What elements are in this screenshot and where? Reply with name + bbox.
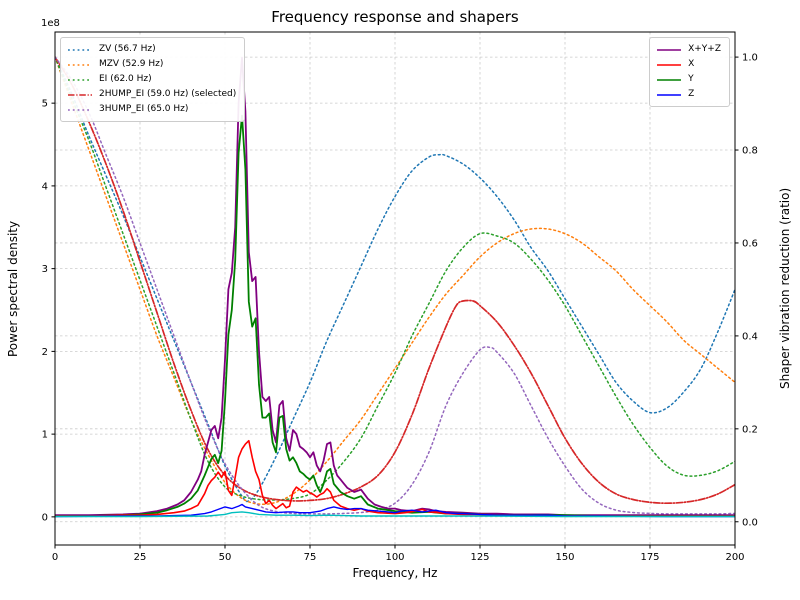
legend-line-sample [657,93,682,96]
legend-line-sample [657,48,682,51]
legend-psd: X+Y+Z X Y Z [649,37,730,107]
y-right-tick-label: 0.0 [742,517,758,528]
y-axis-label-left: Power spectral density [6,220,20,357]
legend-item: Y [656,72,721,87]
series-X+Y+Z [55,56,735,517]
x-tick-label: 125 [470,552,489,563]
legend-item: X [656,57,721,72]
legend-line-sample [68,93,92,96]
series-Y [55,114,735,517]
y-right-tick-label: 0.6 [742,238,758,249]
series-group [55,56,735,518]
legend-label: Y [688,74,694,84]
y-left-tick-label: 2 [42,347,48,358]
legend-label: MZV (52.9 Hz) [99,59,164,69]
axis-ticks: 0 25 50 75 100 125 150 175 200 0 1 2 3 4 5 0.0 0.2 0.4 0.6… [42,53,758,563]
legend-label: Z [688,89,695,99]
y-left-tick-label: 0 [42,512,48,523]
series-unlabeled [55,511,735,518]
legend-line-sample [657,63,682,66]
series-ZV [55,56,735,503]
x-tick-label: 25 [134,552,147,563]
y-left-tick-label: 3 [42,264,48,275]
y-right-tick-label: 1.0 [742,53,758,64]
x-tick-label: 0 [52,552,58,563]
y-left-tick-label: 4 [42,181,48,192]
x-tick-label: 175 [640,552,659,563]
legend-item: MZV (52.9 Hz) [67,57,236,72]
y-right-tick-label: 0.4 [742,331,758,342]
legend-label: 3HUMP_EI (65.0 Hz) [99,104,189,114]
legend-line-sample [68,63,92,66]
y-left-tick-label: 1 [42,430,48,441]
legend-label: X [688,59,695,69]
series-Z [55,503,735,518]
legend-line-sample [68,48,92,51]
legend-item: ZV (56.7 Hz) [67,42,236,57]
x-tick-label: 150 [555,552,574,563]
grid [54,32,736,545]
legend-item: 2HUMP_EI (59.0 Hz) (selected) [67,87,236,102]
legend-item: Z [656,87,721,102]
y-right-tick-label: 0.2 [742,424,758,435]
legend-label: ZV (56.7 Hz) [99,44,156,54]
legend-label: X+Y+Z [688,44,721,54]
series-X [55,439,735,517]
x-tick-label: 100 [385,552,404,563]
legend-item: EI (62.0 Hz) [67,72,236,87]
y-left-tick-label: 5 [42,99,48,110]
series-MZV [55,56,735,506]
x-tick-label: 50 [219,552,232,563]
y-right-tick-label: 0.8 [742,146,758,157]
legend-label: EI (62.0 Hz) [99,74,152,84]
chart-title: Frequency response and shapers [271,8,519,26]
legend-line-sample [68,78,92,81]
legend-label: 2HUMP_EI (59.0 Hz) (selected) [99,89,237,99]
x-tick-label: 75 [304,552,317,563]
x-tick-label: 200 [725,552,744,563]
legend-shapers: ZV (56.7 Hz) MZV (52.9 Hz) EI (62.0 Hz) 2HU… [60,37,246,122]
legend-line-sample [68,108,92,111]
legend-item: 3HUMP_EI (65.0 Hz) [67,102,236,117]
legend-item: X+Y+Z [656,42,721,57]
y-axis-label-right: Shaper vibration reduction (ratio) [778,187,792,390]
y-axis-offset-label: 1e8 [41,18,60,29]
series-3HUMP_EI [55,56,735,515]
series-EI [55,56,735,501]
legend-line-sample [657,78,682,81]
series-2HUMP_EI [55,56,735,505]
x-axis-label: Frequency, Hz [352,566,438,580]
